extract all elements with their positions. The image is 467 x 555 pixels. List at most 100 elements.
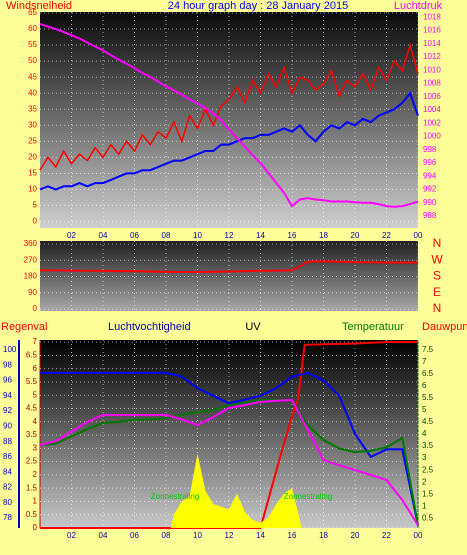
y-tick-label: 84 (3, 467, 12, 476)
y-tick-label: 92 (3, 406, 12, 415)
y-tick-label: 50 (28, 56, 37, 65)
y-tick-label: 80 (3, 498, 12, 507)
y2-tick-label: 996 (423, 158, 437, 167)
line (39, 260, 419, 273)
y-tick-label: 0 (33, 304, 38, 313)
annotation: Zonnestraling (284, 492, 332, 501)
y2-tick-label: 1016 (423, 26, 441, 35)
y2-tick-label: W (431, 252, 443, 266)
y2-tick-label: 1000 (423, 132, 441, 141)
y-tick-label: 270 (24, 255, 38, 264)
x-tick-label: 08 (162, 531, 171, 540)
y2-tick-label: 1008 (423, 79, 441, 88)
x-tick-label: 02 (67, 531, 76, 540)
y-tick-label: 180 (24, 272, 38, 281)
chart-title: 24 hour graph day : 28 January 2015 (168, 0, 348, 12)
x-tick-label: 16 (288, 531, 297, 540)
y3-tick-label: 3 (33, 443, 38, 452)
plot-area (40, 241, 418, 311)
y-tick-label: 20 (28, 153, 37, 162)
x-tick-label: 18 (319, 231, 328, 240)
y2-tick-label: 2.5 (422, 465, 434, 474)
y3-tick-label: 4.5 (26, 404, 38, 413)
y2-tick-label: 6 (422, 381, 427, 390)
y2-tick-label: 5.5 (422, 393, 434, 402)
y-tick-label: 40 (28, 88, 37, 97)
y3-tick-label: 0.5 (26, 510, 38, 519)
y-tick-label: 5 (33, 201, 38, 210)
y2-tick-label: 1004 (423, 105, 441, 114)
legend-label: Luchtvochtigheid (108, 321, 191, 333)
x-tick-label: 14 (256, 231, 265, 240)
y2-tick-label: 3.5 (422, 441, 434, 450)
y2-tick-label: 1014 (423, 39, 441, 48)
y3-tick-label: 4 (33, 417, 38, 426)
y2-tick-label: 992 (423, 185, 437, 194)
y-tick-label: 94 (3, 391, 12, 400)
y2-tick-label: 998 (423, 145, 437, 154)
y3-tick-label: 6.5 (26, 351, 38, 360)
y2-tick-label: 1010 (423, 65, 441, 74)
x-tick-label: 18 (319, 531, 328, 540)
y3-tick-label: 3.5 (26, 430, 38, 439)
x-tick-label: 08 (162, 231, 171, 240)
y-tick-label: 15 (28, 169, 37, 178)
y2-tick-label: 1018 (423, 12, 441, 21)
y-tick-label: 86 (3, 452, 12, 461)
y2-tick-label: 4 (422, 429, 427, 438)
y2-tick-label: 2 (422, 477, 427, 486)
y2-tick-label: 990 (423, 198, 437, 207)
legend-label: Regenval (1, 321, 47, 333)
y-tick-label: 0 (33, 217, 38, 226)
x-tick-label: 02 (67, 231, 76, 240)
x-tick-label: 10 (193, 231, 202, 240)
annotation: Zonnestraling (151, 492, 199, 501)
y2-tick-label: 1006 (423, 92, 441, 101)
x-tick-label: 14 (256, 531, 265, 540)
y-tick-label: 100 (3, 345, 17, 354)
y-tick-label: 78 (3, 513, 12, 522)
legend-label: Dauwpunt (422, 321, 467, 333)
y-tick-label: 10 (28, 185, 37, 194)
y2-tick-label: 1012 (423, 52, 441, 61)
y-tick-label: 96 (3, 376, 12, 385)
y2-tick-label: S (433, 269, 441, 283)
y-tick-label: 35 (28, 104, 37, 113)
area (170, 453, 302, 528)
y2-tick-label: 6.5 (422, 369, 434, 378)
x-tick-label: 22 (382, 231, 391, 240)
line (39, 22, 419, 208)
x-tick-label: 10 (193, 531, 202, 540)
y-tick-label: 25 (28, 136, 37, 145)
y2-tick-label: 988 (423, 211, 437, 220)
y3-tick-label: 2.5 (26, 457, 38, 466)
y2-tick-label: N (433, 301, 442, 315)
y-tick-label: 88 (3, 437, 12, 446)
x-tick-label: 04 (99, 531, 108, 540)
y-tick-label: 90 (3, 421, 12, 430)
y3-tick-label: 2 (33, 470, 38, 479)
x-tick-label: 00 (414, 231, 423, 240)
y-axis-title: Windsnelheid (6, 0, 72, 12)
y-tick-label: 55 (28, 40, 37, 49)
x-tick-label: 12 (225, 531, 234, 540)
y2-tick-label: E (433, 285, 441, 299)
x-tick-label: 12 (225, 231, 234, 240)
y-tick-label: 360 (24, 239, 38, 248)
y3-tick-label: 0 (33, 523, 38, 532)
y3-tick-label: 6 (33, 364, 38, 373)
line (39, 91, 419, 191)
line (40, 371, 419, 526)
x-tick-label: 00 (414, 531, 423, 540)
y-tick-label: 60 (28, 24, 37, 33)
x-tick-label: 06 (130, 231, 139, 240)
y2-tick-label: 1.5 (422, 489, 434, 498)
x-tick-label: 22 (382, 531, 391, 540)
y2-axis-title: Luchtdruk (394, 0, 443, 12)
y3-tick-label: 1.5 (26, 483, 38, 492)
legend-label: Temperatuur (342, 321, 404, 333)
x-tick-label: 06 (130, 531, 139, 540)
y2-tick-label: 1 (422, 501, 427, 510)
